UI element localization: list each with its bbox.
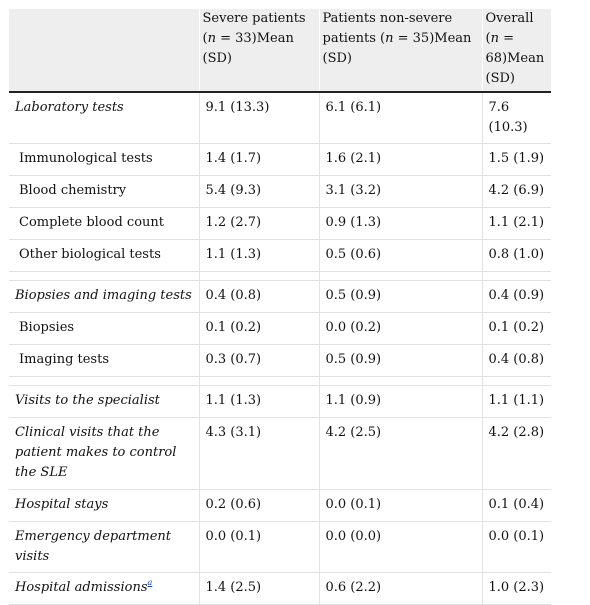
cell-nonsevere: 0.0 (0.2)	[318, 312, 482, 345]
row-label: Hospital admissionsa	[9, 572, 199, 605]
table-row: Clinical visits that the patient makes t…	[9, 417, 551, 490]
row-label: Immunological tests	[9, 143, 199, 176]
spacer-cell	[318, 376, 482, 386]
table-row: Other biological tests 1.1 (1.3) 0.5 (0.…	[9, 239, 551, 272]
cell-overall: 1.1 (2.1)	[481, 207, 551, 240]
row-label: Laboratory tests	[9, 92, 199, 144]
cell-overall: 4.2 (2.8)	[481, 417, 551, 490]
table-row: Biopsies 0.1 (0.2) 0.0 (0.2) 0.1 (0.2)	[9, 312, 551, 345]
cell-severe: 0.2 (0.6)	[198, 489, 319, 522]
cell-severe: 5.4 (9.3)	[198, 175, 319, 208]
cell-overall: 0.8 (1.0)	[481, 239, 551, 272]
header-severe-text: Severe patients (	[202, 11, 306, 46]
cell-nonsevere: 4.2 (2.5)	[318, 417, 482, 490]
cell-overall: 4.2 (6.9)	[481, 175, 551, 208]
row-label: Complete blood count	[9, 207, 199, 240]
row-label: Other biological tests	[9, 239, 199, 272]
cell-severe: 0.3 (0.7)	[198, 344, 319, 377]
cell-severe: 1.1 (1.3)	[198, 239, 319, 272]
header-row: Severe patients (n = 33)Mean (SD) Patien…	[9, 9, 551, 93]
header-empty-cell	[9, 9, 199, 93]
header-severe-n: n	[207, 31, 216, 46]
cell-overall: 0.4 (0.8)	[481, 344, 551, 377]
resource-use-table-container: Severe patients (n = 33)Mean (SD) Patien…	[9, 9, 551, 605]
cell-nonsevere: 0.6 (2.2)	[318, 572, 482, 605]
cell-nonsevere: 0.9 (1.3)	[318, 207, 482, 240]
cell-overall: 0.4 (0.9)	[481, 280, 551, 313]
cell-severe: 1.4 (1.7)	[198, 143, 319, 176]
table-header: Severe patients (n = 33)Mean (SD) Patien…	[9, 9, 551, 93]
table-row: Complete blood count 1.2 (2.7) 0.9 (1.3)…	[9, 207, 551, 240]
cell-nonsevere: 0.5 (0.9)	[318, 344, 482, 377]
cell-nonsevere: 3.1 (3.2)	[318, 175, 482, 208]
row-label: Visits to the specialist	[9, 385, 199, 418]
header-severe-count: = 33)Mean (SD)	[202, 31, 294, 66]
table-body: Laboratory tests 9.1 (13.3) 6.1 (6.1) 7.…	[9, 92, 551, 605]
row-label: Emergency department visits	[9, 521, 199, 573]
row-label: Biopsies	[9, 312, 199, 345]
row-label: Imaging tests	[9, 344, 199, 377]
cell-overall: 0.1 (0.4)	[481, 489, 551, 522]
cell-overall: 1.5 (1.9)	[481, 143, 551, 176]
cell-severe: 9.1 (13.3)	[198, 92, 319, 144]
cell-nonsevere: 1.6 (2.1)	[318, 143, 482, 176]
spacer-cell	[9, 271, 199, 281]
row-label-text: Hospital admissions	[15, 580, 148, 595]
table-row: Emergency department visits 0.0 (0.1) 0.…	[9, 521, 551, 573]
spacer-cell	[481, 376, 551, 386]
cell-nonsevere: 0.0 (0.1)	[318, 489, 482, 522]
table-row: Laboratory tests 9.1 (13.3) 6.1 (6.1) 7.…	[9, 92, 551, 144]
spacer-cell	[198, 271, 319, 281]
cell-overall: 0.1 (0.2)	[481, 312, 551, 345]
header-overall: Overall (n = 68)Mean (SD)	[481, 9, 551, 93]
header-severe: Severe patients (n = 33)Mean (SD)	[198, 9, 319, 93]
footnote-link[interactable]: a	[147, 578, 153, 587]
cell-overall: 0.0 (0.1)	[481, 521, 551, 573]
cell-nonsevere: 0.0 (0.0)	[318, 521, 482, 573]
table-row: Visits to the specialist 1.1 (1.3) 1.1 (…	[9, 385, 551, 418]
cell-overall: 1.0 (2.3)	[481, 572, 551, 605]
header-nonsevere-n: n	[385, 31, 394, 46]
cell-severe: 1.1 (1.3)	[198, 385, 319, 418]
cell-nonsevere: 0.5 (0.6)	[318, 239, 482, 272]
cell-severe: 0.0 (0.1)	[198, 521, 319, 573]
spacer-cell	[318, 271, 482, 281]
table-row: Blood chemistry 5.4 (9.3) 3.1 (3.2) 4.2 …	[9, 175, 551, 208]
header-nonsevere: Patients non-severe patients (n = 35)Mea…	[318, 9, 482, 93]
cell-severe: 0.1 (0.2)	[198, 312, 319, 345]
header-nonsevere-count: = 35)Mean (SD)	[322, 31, 472, 66]
spacer-cell	[9, 376, 199, 386]
cell-severe: 1.4 (2.5)	[198, 572, 319, 605]
cell-overall: 1.1 (1.1)	[481, 385, 551, 418]
header-overall-text: Overall (	[485, 11, 534, 46]
cell-nonsevere: 0.5 (0.9)	[318, 280, 482, 313]
table-row: Imaging tests 0.3 (0.7) 0.5 (0.9) 0.4 (0…	[9, 344, 551, 377]
row-label: Blood chemistry	[9, 175, 199, 208]
table-row: Immunological tests 1.4 (1.7) 1.6 (2.1) …	[9, 143, 551, 176]
cell-severe: 0.4 (0.8)	[198, 280, 319, 313]
cell-overall: 7.6 (10.3)	[481, 92, 551, 144]
spacer-row	[9, 376, 551, 386]
spacer-row	[9, 271, 551, 281]
header-overall-count: = 68)Mean (SD)	[485, 31, 545, 86]
table-row: Hospital admissionsa 1.4 (2.5) 0.6 (2.2)…	[9, 572, 551, 605]
table-row: Hospital stays 0.2 (0.6) 0.0 (0.1) 0.1 (…	[9, 489, 551, 522]
cell-severe: 1.2 (2.7)	[198, 207, 319, 240]
cell-severe: 4.3 (3.1)	[198, 417, 319, 490]
header-overall-n: n	[490, 31, 499, 46]
row-label: Biopsies and imaging tests	[9, 280, 199, 313]
row-label: Hospital stays	[9, 489, 199, 522]
cell-nonsevere: 6.1 (6.1)	[318, 92, 482, 144]
spacer-cell	[481, 271, 551, 281]
resource-use-table: Severe patients (n = 33)Mean (SD) Patien…	[9, 9, 551, 605]
cell-nonsevere: 1.1 (0.9)	[318, 385, 482, 418]
row-label: Clinical visits that the patient makes t…	[9, 417, 199, 490]
table-row: Biopsies and imaging tests 0.4 (0.8) 0.5…	[9, 280, 551, 313]
header-nonsevere-text: Patients non-severe patients (	[322, 11, 453, 46]
spacer-cell	[198, 376, 319, 386]
